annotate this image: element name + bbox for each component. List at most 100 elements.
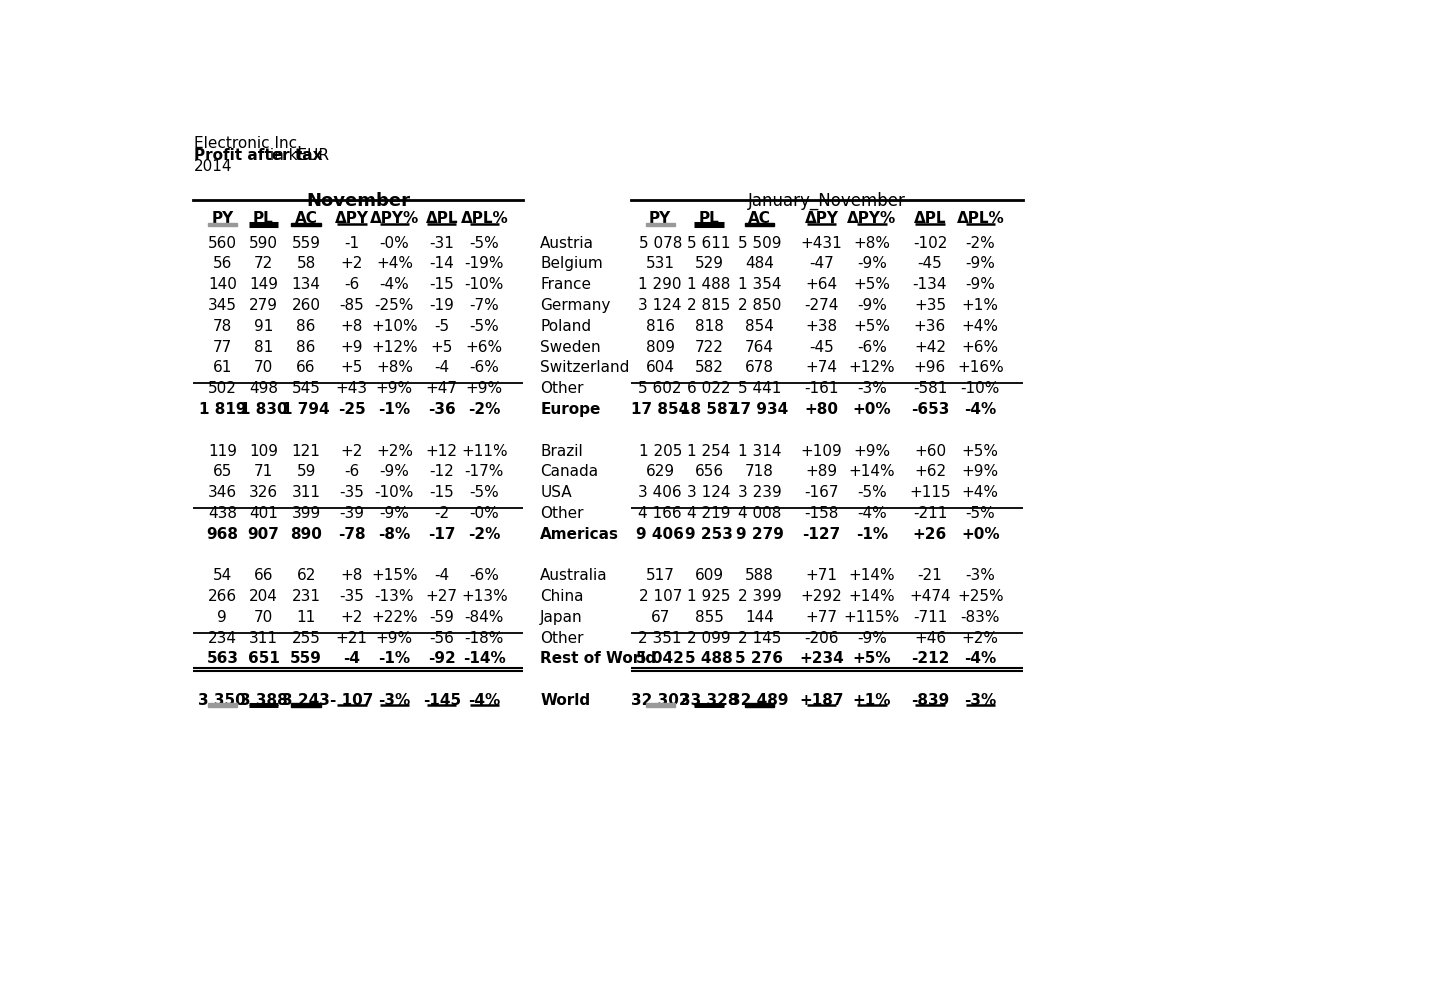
Text: +431: +431	[801, 235, 843, 251]
Text: 563: 563	[207, 651, 239, 666]
Text: +62: +62	[915, 464, 946, 479]
Text: Europe: Europe	[541, 402, 601, 417]
Text: -3%: -3%	[378, 693, 411, 708]
Text: -0%: -0%	[380, 235, 410, 251]
Text: -4%: -4%	[965, 402, 997, 417]
Text: Switzerland: Switzerland	[541, 361, 630, 375]
Text: 609: 609	[695, 568, 723, 583]
Text: -25: -25	[338, 402, 365, 417]
Text: +115: +115	[909, 485, 951, 500]
Text: 2 815: 2 815	[687, 298, 731, 313]
Text: -1%: -1%	[378, 651, 410, 666]
Text: +25%: +25%	[958, 589, 1004, 604]
Text: November: November	[306, 192, 410, 209]
Text: +187: +187	[800, 693, 844, 708]
Text: +6%: +6%	[466, 340, 503, 355]
Text: 67: 67	[650, 610, 670, 624]
Text: -2%: -2%	[469, 402, 500, 417]
Text: 2 099: 2 099	[687, 630, 731, 645]
Text: 3 350: 3 350	[198, 693, 246, 708]
Text: +8%: +8%	[853, 235, 890, 251]
Text: -206: -206	[804, 630, 838, 645]
Text: -6%: -6%	[857, 340, 887, 355]
Text: +36: +36	[913, 319, 946, 334]
Text: -5%: -5%	[469, 235, 499, 251]
Text: 401: 401	[249, 506, 278, 521]
Text: +38: +38	[805, 319, 837, 334]
Text: 559: 559	[290, 651, 322, 666]
Text: -4%: -4%	[857, 506, 887, 521]
Text: 854: 854	[745, 319, 774, 334]
Text: -19: -19	[430, 298, 454, 313]
Text: Other: Other	[541, 506, 584, 521]
Text: ΔPL%: ΔPL%	[460, 211, 508, 226]
Text: France: France	[541, 278, 591, 292]
Text: World: World	[541, 693, 590, 708]
Text: -92: -92	[429, 651, 456, 666]
Text: 968: 968	[207, 527, 239, 541]
Text: -5%: -5%	[469, 485, 499, 500]
Text: 32 302: 32 302	[631, 693, 690, 708]
Text: 70: 70	[255, 610, 273, 624]
Text: 72: 72	[255, 257, 273, 272]
Text: +1%: +1%	[962, 298, 999, 313]
Text: -134: -134	[913, 278, 948, 292]
Text: 722: 722	[695, 340, 723, 355]
Text: -2%: -2%	[469, 527, 500, 541]
Text: +14%: +14%	[848, 464, 894, 479]
Text: Rest of World: Rest of World	[541, 651, 656, 666]
Text: January_November: January_November	[748, 192, 906, 210]
Text: -839: -839	[910, 693, 949, 708]
Text: 1 819: 1 819	[198, 402, 246, 417]
Text: +80: +80	[804, 402, 838, 417]
Text: -212: -212	[910, 651, 949, 666]
Text: -6: -6	[344, 278, 360, 292]
Text: 32 489: 32 489	[731, 693, 788, 708]
Text: 149: 149	[249, 278, 278, 292]
Text: -12: -12	[430, 464, 454, 479]
Text: 438: 438	[209, 506, 237, 521]
Text: -581: -581	[913, 381, 948, 396]
Text: +4%: +4%	[375, 257, 413, 272]
Text: 1 830: 1 830	[240, 402, 288, 417]
Text: 86: 86	[296, 319, 316, 334]
Text: 71: 71	[255, 464, 273, 479]
Text: AC: AC	[295, 211, 318, 226]
Text: -21: -21	[917, 568, 942, 583]
Text: -158: -158	[804, 506, 838, 521]
Text: Sweden: Sweden	[541, 340, 601, 355]
Text: 311: 311	[249, 630, 278, 645]
Text: 5 611: 5 611	[687, 235, 731, 251]
Text: +46: +46	[915, 630, 946, 645]
Text: -17: -17	[429, 527, 456, 541]
Text: -56: -56	[430, 630, 454, 645]
Text: -6: -6	[344, 464, 360, 479]
Text: +27: +27	[426, 589, 457, 604]
Text: +0%: +0%	[853, 402, 892, 417]
Text: 890: 890	[290, 527, 322, 541]
Text: 5 509: 5 509	[738, 235, 781, 251]
Bar	[646, 222, 674, 226]
Text: +6%: +6%	[962, 340, 999, 355]
Text: 17 854: 17 854	[631, 402, 689, 417]
Text: -9%: -9%	[857, 257, 887, 272]
Text: +71: +71	[805, 568, 837, 583]
Text: 1 925: 1 925	[687, 589, 731, 604]
Text: -78: -78	[338, 527, 365, 541]
Text: 70: 70	[255, 361, 273, 375]
Text: 855: 855	[695, 610, 723, 624]
Text: 58: 58	[296, 257, 316, 272]
Text: 260: 260	[292, 298, 321, 313]
Text: 5 488: 5 488	[684, 651, 733, 666]
Text: +14%: +14%	[848, 568, 894, 583]
Text: -17%: -17%	[464, 464, 503, 479]
Text: 764: 764	[745, 340, 774, 355]
Text: Profit after tax: Profit after tax	[194, 148, 322, 163]
Text: 62: 62	[296, 568, 316, 583]
Text: -19%: -19%	[464, 257, 505, 272]
Text: 119: 119	[209, 444, 237, 458]
Text: +5: +5	[430, 340, 453, 355]
Text: 2 107: 2 107	[638, 589, 682, 604]
Text: +9%: +9%	[375, 381, 413, 396]
Text: 231: 231	[292, 589, 321, 604]
